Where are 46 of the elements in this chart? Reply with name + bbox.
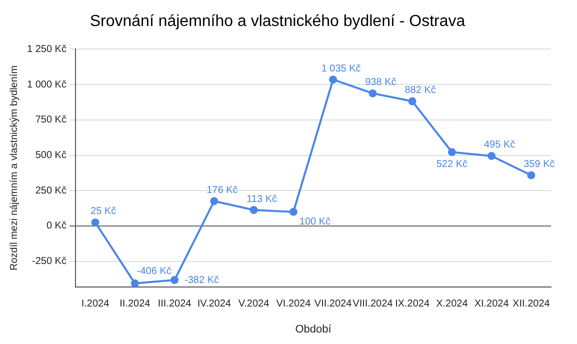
- y-tick-label: -250 Kč: [32, 256, 66, 268]
- y-tick-label: 1 000 Kč: [26, 79, 66, 90]
- x-tick-label: VI.2024: [276, 298, 312, 310]
- point: [210, 197, 218, 206]
- x-tick-label: III.2024: [158, 298, 192, 310]
- point: [329, 76, 338, 84]
- y-tick-label: 500 Kč: [35, 150, 66, 162]
- point: [130, 279, 139, 287]
- y-tick-label: 250 Kč: [35, 185, 66, 196]
- point: [488, 152, 496, 160]
- y-tick-label: 1 250 Kč: [26, 44, 66, 55]
- x-tick-label: XI.2024: [474, 298, 510, 310]
- point: [408, 97, 416, 106]
- x-tick-label: XII.2024: [512, 298, 550, 310]
- data-label: 495 Kč: [484, 140, 516, 151]
- x-tick-label: I.2024: [81, 298, 110, 310]
- x-tick-label: II.2024: [120, 298, 151, 310]
- data-label: 359 Kč: [524, 158, 555, 170]
- point: [448, 148, 456, 156]
- y-axis-title: Rozdíl mezi nájemním a vlastnickým bydlením: [8, 65, 20, 271]
- x-tick-label: VIII.2024: [352, 298, 394, 310]
- data-label: 882 Kč: [404, 84, 436, 96]
- data-label: 176 Kč: [206, 184, 238, 196]
- point: [527, 171, 536, 180]
- point: [170, 276, 179, 284]
- x-tick-label: IX.2024: [395, 298, 430, 310]
- point: [91, 218, 100, 226]
- data-label: -382 Kč: [184, 274, 220, 286]
- data-label: 25 Kč: [90, 206, 116, 218]
- x-tick-label: V.2024: [238, 298, 270, 310]
- chart-title: Srovnání nájemního a vlastnického bydlení - Ostrava: [90, 13, 466, 30]
- x-axis-title: Období: [295, 323, 332, 336]
- point: [250, 206, 258, 214]
- y-tick-label: 750 Kč: [35, 114, 66, 126]
- x-tick-label: X.2024: [436, 298, 468, 310]
- x-tick-label: VII.2024: [314, 298, 352, 310]
- data-label: 522 Kč: [436, 158, 468, 170]
- data-label: 113 Kč: [246, 194, 277, 205]
- point: [368, 89, 377, 98]
- data-label: 1 035 Kč: [321, 63, 361, 74]
- data-label: -406 Kč: [136, 266, 172, 278]
- y-tick-label: 0 Kč: [46, 220, 66, 232]
- x-tick-label: IV.2024: [197, 298, 232, 310]
- data-label: 938 Kč: [365, 77, 396, 88]
- point: [289, 208, 298, 216]
- data-label: 100 Kč: [299, 216, 331, 228]
